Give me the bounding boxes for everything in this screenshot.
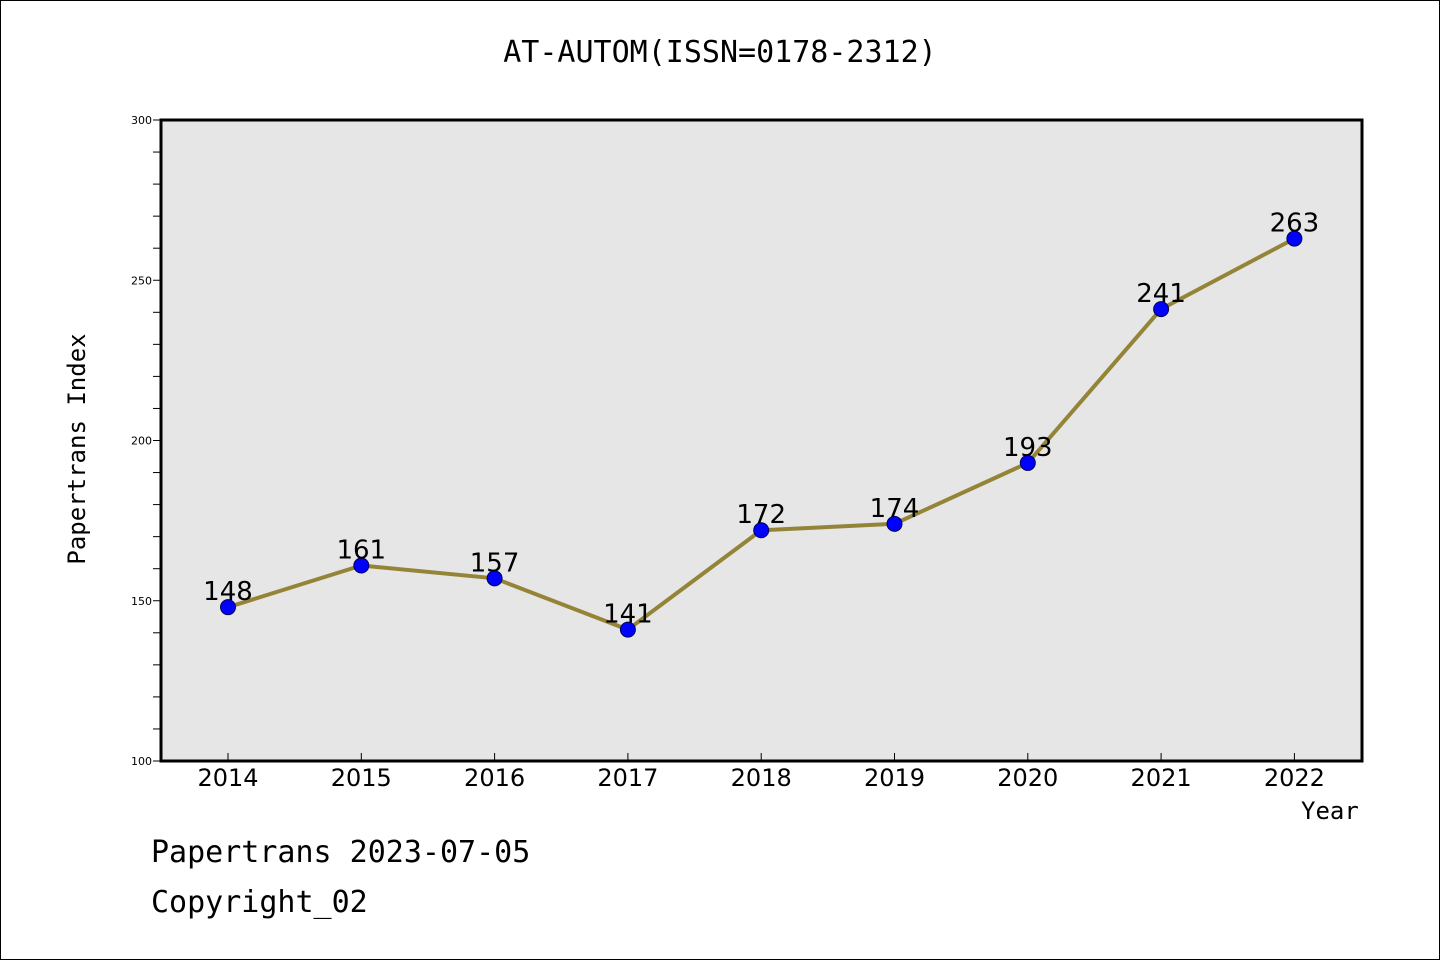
- data-point: [619, 621, 636, 638]
- data-point: [1153, 301, 1170, 318]
- data-point: [886, 515, 903, 532]
- data-label: 148: [203, 577, 253, 607]
- data-point: [753, 522, 770, 539]
- x-axis-label: Year: [1301, 797, 1359, 825]
- x-tick-label: 2018: [731, 764, 792, 792]
- footer-source: Papertrans 2023-07-05: [151, 835, 531, 870]
- data-label: 157: [470, 548, 520, 578]
- data-label: 263: [1270, 209, 1320, 239]
- chart-title: AT-AUTOM(ISSN=0178-2312): [503, 35, 937, 70]
- x-tick-label: 2021: [1131, 764, 1192, 792]
- x-tick-label: 2022: [1264, 764, 1325, 792]
- data-label: 193: [1003, 433, 1053, 463]
- y-tick-label: 300: [131, 114, 152, 127]
- data-label: 161: [336, 535, 386, 565]
- x-tick-label: 2017: [597, 764, 658, 792]
- x-tick-label: 2020: [997, 764, 1058, 792]
- data-point: [220, 599, 236, 616]
- x-tick-label: 2015: [331, 764, 392, 792]
- y-tick-label: 250: [131, 274, 152, 287]
- plot-area: [159, 118, 1364, 763]
- data-label: 174: [870, 494, 920, 524]
- data-label: 141: [603, 600, 653, 630]
- x-tick-label: 2019: [864, 764, 925, 792]
- data-point: [486, 570, 503, 587]
- y-tick-label: 150: [131, 595, 152, 608]
- data-label: 241: [1136, 279, 1186, 309]
- footer-copyright: Copyright_02: [151, 885, 368, 920]
- x-tick-label: 2016: [464, 764, 525, 792]
- data-label: 172: [736, 500, 786, 530]
- y-tick-label: 100: [131, 755, 152, 768]
- data-point: [1286, 230, 1303, 247]
- data-point: [353, 557, 370, 574]
- data-point: [1019, 454, 1036, 471]
- x-tick-label: 2014: [197, 764, 258, 792]
- y-tick-label: 200: [131, 435, 152, 448]
